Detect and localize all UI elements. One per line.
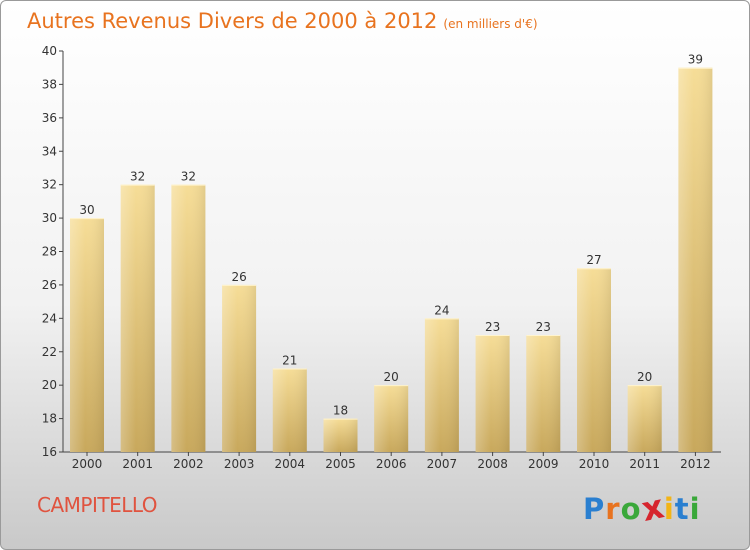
bar-shine — [678, 67, 713, 452]
y-tick-label: 18 — [42, 412, 57, 426]
bar-group: 18 2005 — [323, 404, 358, 471]
y-tick-label: 38 — [42, 77, 57, 91]
bar-group: 20 2006 — [374, 370, 409, 471]
data-label: 23 — [536, 320, 551, 334]
bar-group: 39 2012 — [678, 53, 713, 471]
y-tick-label: 24 — [42, 311, 57, 325]
bar-shine — [272, 368, 307, 452]
bar-shine — [526, 335, 561, 452]
bar-group: 26 2003 — [222, 270, 257, 471]
bar-group: 32 2001 — [120, 170, 155, 471]
bar-group: 21 2004 — [272, 353, 307, 471]
bar-group: 32 2002 — [171, 170, 206, 471]
data-label: 26 — [231, 270, 246, 284]
logo-letter: o — [620, 492, 642, 526]
chart-title: Autres Revenus Divers de 2000 à 2012 (en … — [27, 9, 538, 33]
y-tick-label: 16 — [42, 445, 57, 459]
chart-title-text: Autres Revenus Divers de 2000 à 2012 — [27, 9, 438, 33]
x-tick-label: 2012 — [680, 457, 711, 471]
x-tick-label: 2002 — [173, 457, 204, 471]
data-label: 20 — [637, 370, 652, 384]
y-tick-label: 22 — [42, 345, 57, 359]
bar-group: 30 2000 — [70, 203, 104, 471]
x-tick-label: 2010 — [579, 457, 610, 471]
x-tick-label: 2008 — [477, 457, 508, 471]
location-label: CAMPITELLO — [37, 493, 158, 517]
data-label: 30 — [79, 203, 94, 217]
data-label: 24 — [434, 303, 449, 317]
data-label: 27 — [586, 253, 601, 267]
bar-shine — [424, 318, 459, 452]
logo-letter: P — [583, 492, 606, 526]
x-tick-label: 2001 — [122, 457, 153, 471]
data-label: 39 — [688, 53, 703, 67]
y-tick-label: 36 — [42, 111, 57, 125]
y-tick-label: 34 — [42, 144, 57, 158]
x-tick-label: 2006 — [376, 457, 407, 471]
x-tick-label: 2000 — [72, 457, 103, 471]
data-label: 32 — [181, 170, 196, 184]
bar-group: 23 2009 — [526, 320, 561, 471]
y-tick-label: 20 — [42, 378, 57, 392]
bar-shine — [222, 284, 257, 452]
bar-group: 23 2008 — [475, 320, 510, 471]
bar-shine — [374, 385, 409, 452]
data-label: 18 — [333, 404, 348, 418]
x-tick-label: 2007 — [427, 457, 458, 471]
x-tick-label: 2009 — [528, 457, 559, 471]
y-tick-label: 28 — [42, 245, 57, 259]
bar-shine — [120, 184, 155, 452]
bar-shine — [475, 335, 510, 452]
logo-letter: i — [689, 492, 701, 526]
bar-group: 27 2010 — [577, 253, 611, 471]
bar-shine — [627, 385, 662, 452]
x-tick-label: 2005 — [325, 457, 356, 471]
y-tick-label: 30 — [42, 211, 57, 225]
bar-shine — [577, 268, 611, 452]
bar-group: 20 2011 — [627, 370, 662, 471]
y-tick-label: 40 — [42, 44, 57, 58]
bar-group: 24 2007 — [424, 303, 459, 471]
x-tick-label: 2003 — [224, 457, 255, 471]
y-tick-label: 32 — [42, 178, 57, 192]
logo-letter: t — [674, 492, 690, 526]
x-tick-label: 2004 — [275, 457, 306, 471]
y-tick-label: 26 — [42, 278, 57, 292]
data-label: 32 — [130, 170, 145, 184]
data-label: 21 — [282, 353, 297, 367]
chart-unit: (en milliers d'€) — [443, 17, 538, 31]
data-label: 23 — [485, 320, 500, 334]
logo-letter: r — [605, 492, 621, 526]
x-tick-label: 2011 — [629, 457, 660, 471]
bar-shine — [171, 184, 206, 452]
logo-letter: i — [663, 492, 675, 526]
proxiti-logo[interactable]: Proxiti — [583, 486, 701, 529]
data-label: 20 — [384, 370, 399, 384]
bar-shine — [70, 218, 104, 452]
bar-shine — [323, 418, 358, 452]
